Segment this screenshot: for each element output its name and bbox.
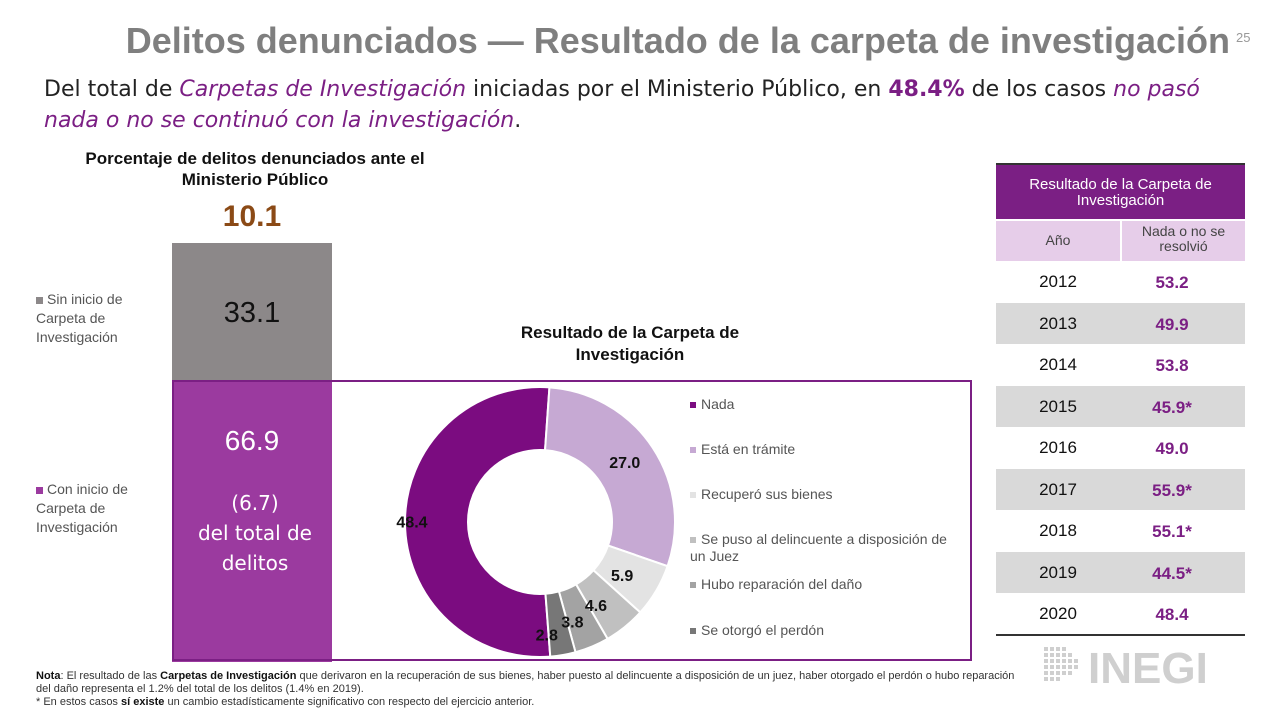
bar-label-con-inicio: 66.9 — [224, 425, 280, 456]
bar-segment-sin-inicio — [172, 243, 332, 382]
page-number: 25 — [1236, 30, 1251, 45]
table-cell-year: 2017 — [1039, 479, 1077, 499]
donut-legend-label: Se otorgó el perdón — [701, 622, 824, 638]
table-row: 2019 44.5* — [996, 551, 1245, 593]
bar-segment-con-inicio — [172, 382, 332, 662]
donut-legend-item: Nada — [690, 396, 965, 413]
table-title: Resultado de la Carpeta de Investigación — [996, 163, 1245, 219]
table-row: 2018 55.1* — [996, 510, 1245, 552]
legend-sin-inicio: Sin inicio de Carpeta de Investigación — [36, 290, 156, 347]
donut-slice — [543, 386, 676, 568]
footnote-text: : El resultado de las — [60, 670, 161, 682]
table-cell-year: 2020 — [1039, 604, 1077, 623]
bar-chart-title: Porcentaje de delitos denunciados ante e… — [85, 149, 425, 189]
donut-value-label: 4.6 — [585, 598, 607, 615]
table-cell-value: 55.1* — [1152, 522, 1192, 541]
bar-annotation-text: del total de delitos — [197, 521, 312, 575]
table-bottom-rule — [996, 634, 1245, 636]
legend-swatch — [690, 628, 696, 635]
bar-total-label: 10.1 — [222, 200, 282, 233]
subtitle: Del total de Carpetas de Investigación i… — [44, 74, 1259, 136]
logo-text: INEGI — [1088, 644, 1208, 689]
donut-slice — [404, 386, 552, 658]
table-cell-value: 55.9* — [1152, 480, 1192, 500]
table-row: 2014 53.8 — [996, 344, 1245, 386]
table-row: 2013 49.9 — [996, 302, 1245, 344]
donut-legend-item: Está en trámite — [690, 441, 965, 458]
donut-legend-item: Hubo reparación del daño — [690, 576, 965, 593]
table-cell-value: 49.9 — [1155, 314, 1189, 334]
legend-swatch — [36, 297, 43, 304]
table-row: 2016 49.0 — [996, 427, 1245, 469]
table-cell-year: 2019 — [1039, 562, 1077, 582]
subtitle-part: iniciadas por el Ministerio Público, en — [466, 77, 889, 102]
donut-legend-label: Hubo reparación del daño — [701, 576, 863, 592]
table-cell-year: 2016 — [1039, 438, 1077, 457]
footnote-bold: sí existe — [121, 696, 165, 708]
table-cell-year: 2012 — [1039, 272, 1077, 291]
donut-value-label: 5.9 — [611, 568, 633, 585]
table-cell-year: 2018 — [1039, 521, 1077, 540]
donut-legend-label: Está en trámite — [701, 441, 796, 457]
subtitle-emphasis: no pasó nada o no se continuó con la inv… — [44, 77, 1200, 133]
legend-swatch — [690, 492, 696, 499]
table-cell-value: 45.9* — [1152, 397, 1192, 417]
table-cell-value: 53.2 — [1155, 273, 1189, 292]
donut-chart-frame — [172, 380, 972, 661]
table-cell-year: 2014 — [1039, 355, 1077, 374]
legend-swatch — [36, 487, 43, 494]
legend-swatch — [690, 537, 696, 544]
donut-chart: 48.4 27.0 5.94.63.82.8 — [396, 386, 676, 658]
legend-con-inicio: Con inicio de Carpeta de Investigación — [36, 480, 156, 537]
donut-legend-label: Se puso al delincuente a disposición de … — [690, 531, 947, 564]
table-row: 2020 48.4 — [996, 593, 1245, 635]
donut-value-label: 48.4 — [396, 514, 427, 531]
table-cell-year: 2015 — [1039, 396, 1077, 416]
table-cell-value: 49.0 — [1155, 439, 1189, 458]
table-row: 2017 55.9* — [996, 468, 1245, 510]
bar-label-sin-inicio: 33.1 — [223, 297, 281, 329]
donut-value-label: 3.8 — [561, 615, 583, 632]
table-cell-year: 2013 — [1039, 313, 1077, 333]
table-row: 2012 53.2 — [996, 261, 1245, 303]
donut-value-label: 2.8 — [536, 627, 558, 644]
footnote-text: * En estos casos — [36, 696, 121, 708]
donut-legend-label: Nada — [701, 396, 735, 412]
donut-legend-item: Se puso al delincuente a disposición de … — [690, 531, 965, 565]
footnote-text: un cambio estadísticamente significativo… — [164, 696, 535, 708]
subtitle-part: . — [514, 108, 522, 133]
legend-swatch — [690, 447, 696, 454]
subtitle-part: de los casos — [964, 77, 1114, 102]
donut-chart-title: Resultado de la Carpeta de Investigación — [520, 323, 740, 364]
footnote-label: Nota — [36, 670, 61, 682]
subtitle-percentage: 48.4% — [888, 77, 965, 102]
table-header-year: Año — [996, 221, 1120, 261]
table-cell-value: 48.4 — [1155, 605, 1189, 624]
footnote: Nota: El resultado de las Carpetas de In… — [36, 670, 1026, 709]
bar-annotation-value: (6.7) — [231, 491, 279, 515]
footnote-text: que derivaron en la recuperación de sus … — [36, 670, 1015, 695]
table-cell-value: 53.8 — [1155, 356, 1189, 375]
donut-legend-item: Recuperó sus bienes — [690, 486, 965, 503]
subtitle-emphasis: Carpetas de Investigación — [179, 77, 467, 102]
subtitle-part: Del total de — [44, 77, 180, 102]
donut-slice — [544, 590, 577, 658]
donut-legend-label: Recuperó sus bienes — [701, 486, 833, 502]
donut-legend-item: Se otorgó el perdón — [690, 622, 965, 639]
legend-swatch — [690, 582, 696, 589]
donut-value-label: 27.0 — [609, 455, 640, 472]
page-title: Delitos denunciados — Resultado de la ca… — [125, 20, 1230, 61]
table-cell-value: 44.5* — [1152, 563, 1192, 583]
legend-label: Sin inicio de Carpeta de Investigación — [36, 291, 123, 345]
footnote-bold: Carpetas de Investigación — [160, 670, 297, 682]
bar-annotation: (6.7) del total de delitos — [180, 488, 330, 578]
table-row: 2015 45.9* — [996, 385, 1245, 427]
legend-label: Con inicio de Carpeta de Investigación — [36, 481, 128, 535]
table-header-value: Nada o no se resolvió — [1122, 221, 1245, 261]
legend-swatch — [690, 402, 696, 409]
inegi-logo: INEGI — [1044, 644, 1208, 689]
